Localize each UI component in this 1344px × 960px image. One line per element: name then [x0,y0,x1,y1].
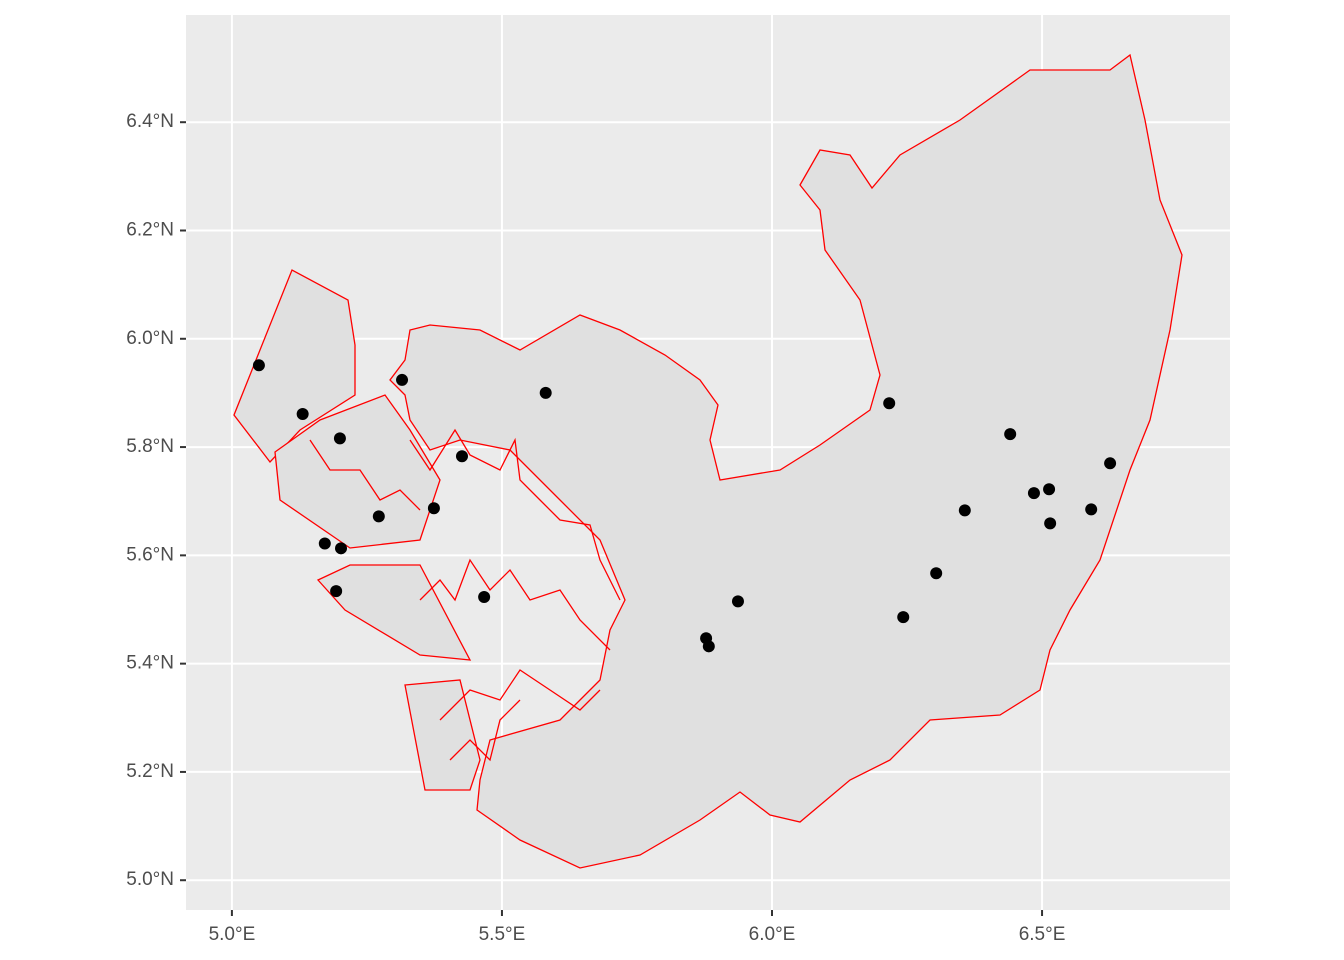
point [318,537,331,550]
point [1027,487,1040,500]
point [539,386,552,399]
point [702,640,715,653]
point [333,432,346,445]
point [1044,517,1057,530]
river [309,439,421,511]
x-tick-label: 5.5°E [479,924,526,945]
y-tick-label: 6.4°N [126,111,174,132]
point [335,542,348,555]
point [1004,428,1017,441]
point [455,450,468,463]
y-tick-label: 5.2°N [126,761,174,782]
point [897,611,910,624]
x-tick-label: 5.0°E [209,924,256,945]
point [252,359,265,372]
y-tick-label: 5.6°N [126,544,174,565]
regions [233,53,1183,869]
y-tick-label: 5.8°N [126,436,174,457]
point [883,397,896,410]
region [389,53,1183,869]
y-tick-label: 5.4°N [126,653,174,674]
point [478,591,491,604]
point [330,585,343,598]
point [1104,457,1117,470]
region [404,679,481,791]
y-tick-label: 6.2°N [126,220,174,241]
point [1085,503,1098,516]
x-tick-label: 6.5°E [1019,924,1066,945]
river [409,428,621,601]
points [252,359,1117,653]
y-tick-label: 5.0°N [126,869,174,890]
point [930,567,943,580]
river [439,669,601,721]
point [427,502,440,515]
point [731,595,744,608]
point [296,408,309,421]
river [419,558,611,651]
y-tick-label: 6.0°N [126,328,174,349]
region [274,394,441,549]
point [1043,483,1056,496]
x-tick-label: 6.0°E [749,924,796,945]
point [372,510,385,523]
point [958,504,971,517]
river [449,699,521,762]
point [396,373,409,386]
